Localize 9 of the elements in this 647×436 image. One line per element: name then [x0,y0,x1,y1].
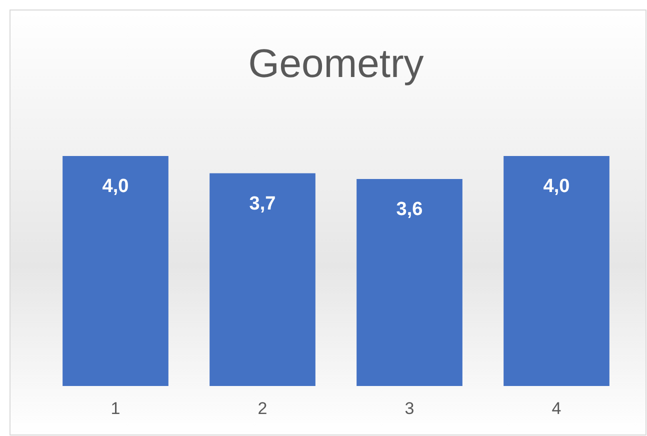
x-tick-label: 2 [258,399,268,418]
x-tick-label: 3 [404,399,414,418]
data-label: 3,7 [249,193,276,214]
data-label: 4,0 [102,176,129,197]
data-label: 4,0 [543,176,570,197]
data-label: 3,6 [396,199,423,220]
x-tick-label: 4 [552,399,562,418]
chart-title: Geometry [248,42,424,86]
x-tick-label: 1 [110,399,120,418]
